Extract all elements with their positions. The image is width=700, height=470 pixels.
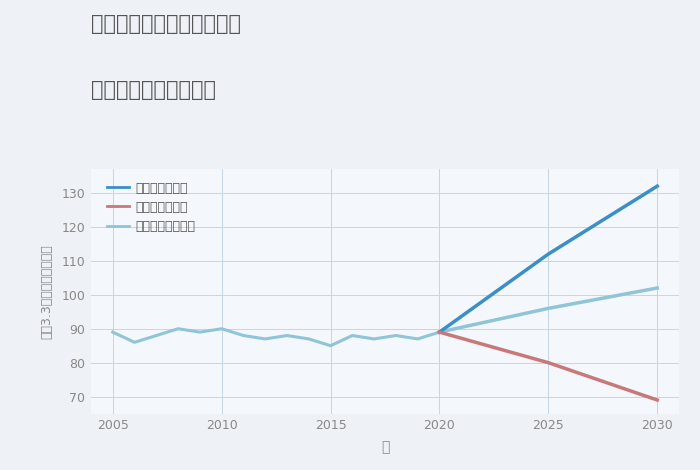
Line: バッドシナリオ: バッドシナリオ (440, 332, 657, 400)
グッドシナリオ (435, 329, 444, 335)
Text: 中古戸建ての価格推移: 中古戸建ての価格推移 (91, 80, 216, 100)
バッドシナリオ (435, 329, 444, 335)
Y-axis label: 坪（3.3㎡）単価（万円）: 坪（3.3㎡）単価（万円） (40, 244, 53, 339)
ノーマルシナリオ (435, 329, 444, 335)
グッドシナリオ (544, 251, 552, 257)
Line: グッドシナリオ: グッドシナリオ (440, 186, 657, 332)
ノーマルシナリオ (544, 306, 552, 311)
Legend: グッドシナリオ, バッドシナリオ, ノーマルシナリオ: グッドシナリオ, バッドシナリオ, ノーマルシナリオ (103, 178, 200, 237)
バッドシナリオ (653, 397, 662, 403)
Text: 兵庫県丹波市春日町平松の: 兵庫県丹波市春日町平松の (91, 14, 241, 34)
グッドシナリオ (653, 183, 662, 189)
ノーマルシナリオ (653, 285, 662, 291)
X-axis label: 年: 年 (381, 440, 389, 454)
バッドシナリオ (544, 360, 552, 366)
Line: ノーマルシナリオ: ノーマルシナリオ (440, 288, 657, 332)
